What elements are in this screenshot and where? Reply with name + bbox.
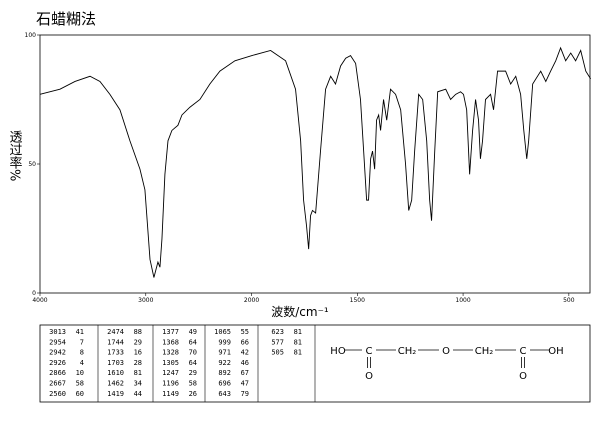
peak-transmittance: 47 — [241, 380, 249, 388]
peak-transmittance: 41 — [76, 328, 84, 336]
peak-wavenumber: 2560 — [49, 390, 66, 398]
y-tick-label: 50 — [28, 161, 36, 168]
structure-group: OH — [548, 346, 563, 357]
peak-transmittance: 66 — [241, 338, 249, 346]
structure-group: C — [520, 346, 527, 357]
structure-group: CH₂ — [398, 346, 417, 357]
peak-transmittance: 34 — [134, 380, 142, 388]
peak-transmittance: 81 — [294, 328, 302, 336]
peak-wavenumber: 922 — [218, 359, 231, 367]
peak-transmittance: 55 — [241, 328, 249, 336]
plot-frame — [39, 34, 591, 294]
structure-group: C — [366, 346, 373, 357]
peak-transmittance: 16 — [134, 349, 142, 357]
peak-wavenumber: 1744 — [107, 338, 124, 346]
peak-transmittance: 29 — [189, 369, 197, 377]
peak-wavenumber: 1462 — [107, 380, 124, 388]
peak-wavenumber: 505 — [271, 349, 284, 357]
peak-wavenumber: 1149 — [162, 390, 179, 398]
peak-transmittance: 58 — [76, 380, 84, 388]
peak-wavenumber: 1377 — [162, 328, 179, 336]
peak-transmittance: 79 — [241, 390, 249, 398]
peak-wavenumber: 643 — [218, 390, 231, 398]
peak-wavenumber: 1368 — [162, 338, 179, 346]
peak-transmittance: 81 — [134, 369, 142, 377]
peak-transmittance: 42 — [241, 349, 249, 357]
peak-wavenumber: 577 — [271, 338, 284, 346]
peak-wavenumber: 1247 — [162, 369, 179, 377]
peak-transmittance: 88 — [134, 328, 142, 336]
x-tick-label: 1500 — [350, 297, 365, 304]
peak-wavenumber: 2954 — [49, 338, 66, 346]
peak-transmittance: 7 — [80, 338, 84, 346]
chart-title: 石蜡糊法 — [36, 10, 96, 28]
peak-transmittance: 4 — [80, 359, 84, 367]
peak-wavenumber: 1196 — [162, 380, 179, 388]
peak-wavenumber: 1733 — [107, 349, 124, 357]
peak-transmittance: 28 — [134, 359, 142, 367]
peak-wavenumber: 696 — [218, 380, 231, 388]
peak-transmittance: 29 — [134, 338, 142, 346]
peak-wavenumber: 1610 — [107, 369, 124, 377]
peak-wavenumber: 2942 — [49, 349, 66, 357]
spectrum-line — [39, 46, 592, 278]
peak-transmittance: 81 — [294, 338, 302, 346]
peak-transmittance: 64 — [189, 338, 197, 346]
x-tick-label: 2000 — [244, 297, 259, 304]
peak-wavenumber: 2667 — [49, 380, 66, 388]
structure-group: HO — [330, 346, 346, 357]
peak-transmittance: 10 — [76, 369, 84, 377]
peak-wavenumber: 1419 — [107, 390, 124, 398]
peak-wavenumber: 2926 — [49, 359, 66, 367]
peak-wavenumber: 999 — [218, 338, 231, 346]
peak-transmittance: 26 — [189, 390, 197, 398]
peak-transmittance: 70 — [189, 349, 197, 357]
carbonyl-oxygen: O — [519, 371, 527, 382]
peak-transmittance: 60 — [76, 390, 84, 398]
peak-transmittance: 49 — [189, 328, 197, 336]
y-axis-label: 透过率% — [7, 130, 23, 181]
y-tick-label: 0 — [32, 290, 36, 297]
x-tick-label: 500 — [563, 297, 575, 304]
peak-wavenumber: 2474 — [107, 328, 124, 336]
peak-transmittance: 67 — [241, 369, 249, 377]
peak-wavenumber: 3013 — [49, 328, 66, 336]
x-tick-label: 3000 — [138, 297, 153, 304]
peak-transmittance: 64 — [189, 359, 197, 367]
peak-wavenumber: 623 — [271, 328, 284, 336]
peak-wavenumber: 892 — [218, 369, 231, 377]
x-tick-label: 4000 — [32, 297, 47, 304]
peak-wavenumber: 1703 — [107, 359, 124, 367]
peak-transmittance: 46 — [241, 359, 249, 367]
peak-wavenumber: 1305 — [162, 359, 179, 367]
peak-wavenumber: 1065 — [214, 328, 231, 336]
y-tick-label: 100 — [25, 32, 37, 39]
peak-transmittance: 81 — [294, 349, 302, 357]
peak-wavenumber: 2866 — [49, 369, 66, 377]
peak-wavenumber: 1328 — [162, 349, 179, 357]
peak-transmittance: 58 — [189, 380, 197, 388]
x-tick-label: 1000 — [455, 297, 470, 304]
peak-transmittance: 44 — [134, 390, 142, 398]
peak-transmittance: 8 — [80, 349, 84, 357]
structure-group: O — [442, 346, 450, 357]
peak-wavenumber: 971 — [218, 349, 231, 357]
structure-group: CH₂ — [475, 346, 494, 357]
x-axis-label: 波数/cm⁻¹ — [271, 304, 329, 319]
carbonyl-oxygen: O — [365, 371, 373, 382]
